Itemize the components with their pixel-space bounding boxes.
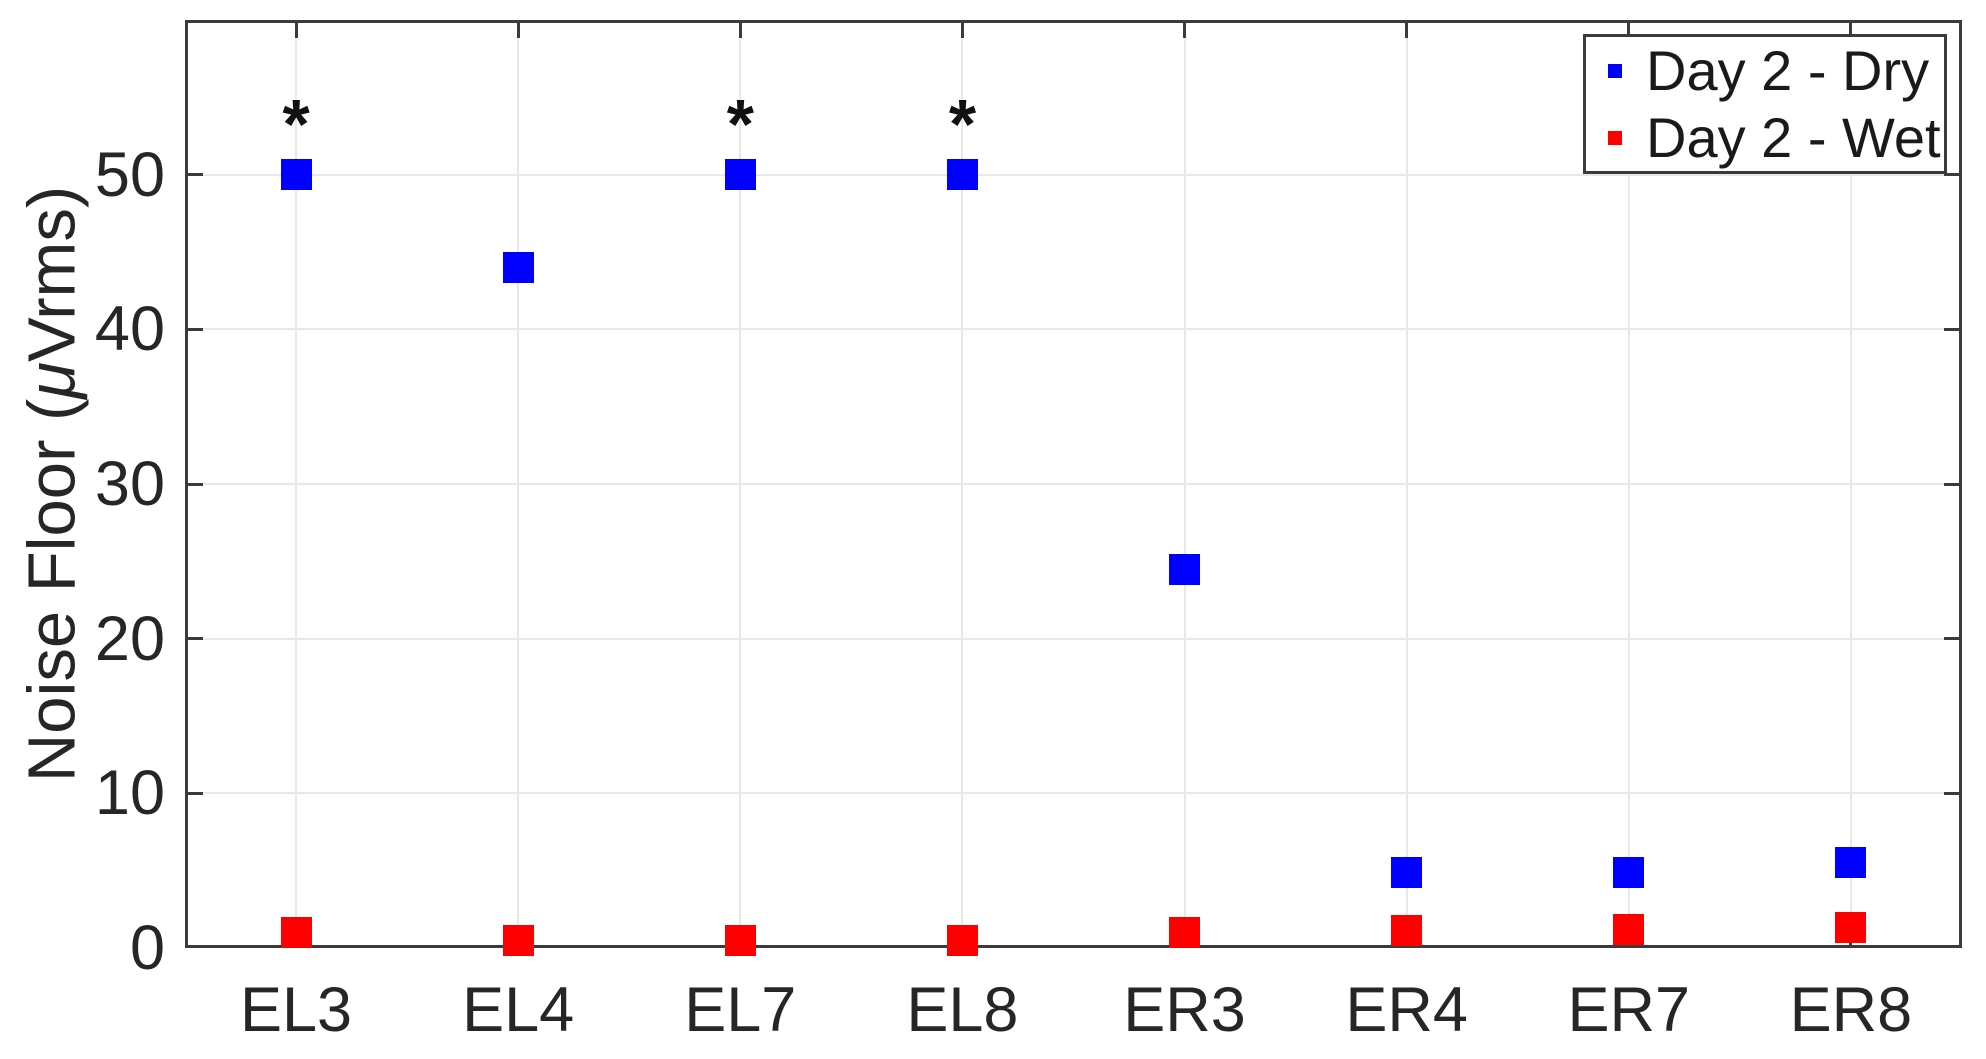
significance-asterisk-el7: * xyxy=(726,84,754,163)
x-gridline xyxy=(739,20,742,948)
marker-wet-el3 xyxy=(280,917,312,949)
marker-dry-el7 xyxy=(724,159,756,191)
x-tick-top xyxy=(294,20,298,38)
y-tick-left xyxy=(185,637,203,641)
y-tick-right xyxy=(1944,173,1962,177)
marker-wet-er4 xyxy=(1391,915,1423,947)
y-tick-right xyxy=(1944,791,1962,795)
y-tick-label: 40 xyxy=(94,294,165,365)
x-gridline xyxy=(1405,20,1408,948)
y-gridline xyxy=(185,637,1962,640)
y-tick-right xyxy=(1944,637,1962,641)
y-tick-label: 30 xyxy=(94,449,165,519)
marker-dry-er8 xyxy=(1835,847,1867,879)
y-axis-label: Noise Floor (μVrms) xyxy=(14,186,91,782)
mu-symbol: μ xyxy=(14,361,90,399)
legend-label-dry: Day 2 - Dry xyxy=(1646,38,1930,102)
x-tick-label-er4: ER4 xyxy=(1345,975,1468,1045)
dry-series-swatch-icon xyxy=(1608,63,1622,78)
x-tick-label-el8: EL8 xyxy=(906,975,1019,1045)
y-tick-left xyxy=(185,482,203,486)
legend-label-wet: Day 2 - Wet xyxy=(1646,105,1941,169)
x-tick-top xyxy=(1405,20,1409,38)
x-tick-label-er3: ER3 xyxy=(1123,975,1246,1045)
x-gridline xyxy=(1849,20,1852,948)
x-gridline xyxy=(295,20,298,948)
x-tick-label-el7: EL7 xyxy=(684,975,797,1045)
marker-dry-er3 xyxy=(1169,553,1201,585)
wet-series-swatch-icon xyxy=(1608,130,1622,145)
x-tick-label-er8: ER8 xyxy=(1789,975,1913,1045)
marker-wet-el4 xyxy=(502,924,534,956)
marker-wet-el7 xyxy=(724,924,756,956)
y-tick-left xyxy=(185,173,203,177)
y-tick-label: 0 xyxy=(129,913,165,983)
marker-dry-er7 xyxy=(1613,856,1645,888)
x-tick-top xyxy=(960,20,964,38)
y-gridline xyxy=(185,483,1962,485)
marker-wet-er7 xyxy=(1613,913,1645,945)
legend-item-wet: Day 2 - Wet xyxy=(1608,104,1944,171)
marker-dry-el8 xyxy=(946,159,978,191)
y-axis-label-text: Noise Floor ( xyxy=(14,398,90,783)
x-gridline xyxy=(1627,20,1630,948)
y-tick-right xyxy=(1944,327,1962,331)
marker-dry-el4 xyxy=(502,251,534,283)
x-tick-top xyxy=(516,20,520,38)
y-gridline xyxy=(185,328,1962,331)
marker-wet-el8 xyxy=(946,924,978,956)
x-gridline xyxy=(1183,20,1186,948)
x-tick-top xyxy=(1627,20,1631,38)
marker-dry-er4 xyxy=(1391,856,1423,888)
x-tick-top xyxy=(738,20,742,38)
y-tick-label: 10 xyxy=(94,758,165,829)
marker-dry-el3 xyxy=(280,159,312,191)
x-tick-label-er7: ER7 xyxy=(1567,975,1691,1045)
x-tick-top xyxy=(1183,20,1187,38)
y-tick-label: 20 xyxy=(94,603,165,674)
y-gridline xyxy=(185,173,1962,176)
y-axis-label-units: Vrms) xyxy=(14,185,90,362)
y-gridline xyxy=(185,792,1962,795)
x-tick-label-el3: EL3 xyxy=(240,975,353,1045)
significance-asterisk-el3: * xyxy=(282,84,310,163)
significance-asterisk-el8: * xyxy=(948,84,977,163)
marker-wet-er3 xyxy=(1169,917,1201,949)
x-gridline xyxy=(517,20,520,948)
marker-wet-er8 xyxy=(1835,912,1867,944)
x-tick-label-el4: EL4 xyxy=(462,975,575,1045)
x-gridline xyxy=(961,20,964,948)
y-tick-right xyxy=(1944,482,1962,486)
x-tick-top xyxy=(1849,20,1853,38)
y-tick-label: 50 xyxy=(94,139,165,210)
legend: Day 2 - Dry Day 2 - Wet xyxy=(1583,34,1947,174)
y-tick-left xyxy=(185,327,203,331)
legend-item-dry: Day 2 - Dry xyxy=(1608,37,1944,104)
y-tick-left xyxy=(185,791,203,795)
